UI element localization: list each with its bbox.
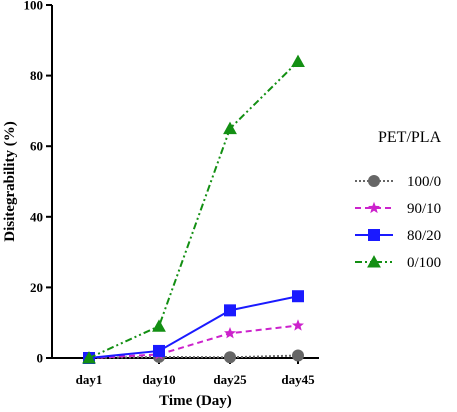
x-axis-title: Time (Day) xyxy=(159,393,232,409)
y-tick-label: 80 xyxy=(30,68,43,83)
data-point xyxy=(292,319,304,331)
series-100-0 xyxy=(83,349,304,364)
data-point xyxy=(223,121,237,135)
x-tick-label: day25 xyxy=(213,372,247,387)
legend-label: 80/20 xyxy=(407,228,441,244)
x-tick-label: day10 xyxy=(142,372,175,387)
data-point xyxy=(224,326,236,339)
data-point xyxy=(291,54,305,67)
data-point xyxy=(292,349,304,362)
legend-item: 100/0 xyxy=(355,174,441,190)
legend-marker xyxy=(368,201,380,214)
x-tick-label: day1 xyxy=(76,372,103,387)
data-point xyxy=(152,319,166,332)
series-line xyxy=(88,60,299,359)
legend-label: 90/10 xyxy=(407,201,441,217)
legend-marker xyxy=(368,175,380,187)
legend-item: 0/100 xyxy=(355,255,441,271)
legend: PET/PLA 100/0 90/10 80/20 0/100 xyxy=(355,129,442,271)
series-line xyxy=(88,324,299,359)
y-tick-label: 100 xyxy=(24,0,44,13)
y-tick-label: 40 xyxy=(30,209,43,224)
legend-marker xyxy=(368,229,380,241)
data-point xyxy=(224,304,236,317)
data-point xyxy=(153,344,165,357)
y-tick-label: 60 xyxy=(30,139,43,154)
axes: 0 20 40 60 80 100 day1 day10 day25 day45 xyxy=(24,0,319,387)
y-tick-label: 0 xyxy=(37,351,44,366)
series-80-20 xyxy=(83,290,304,364)
legend-label: 100/0 xyxy=(407,174,441,190)
data-point xyxy=(292,290,304,303)
y-tick-label: 20 xyxy=(30,280,43,295)
y-axis-title: Disitegrability (%) xyxy=(2,121,18,241)
legend-title: PET/PLA xyxy=(378,129,442,146)
series-0-100 xyxy=(82,54,305,364)
series-line xyxy=(88,354,299,359)
data-point xyxy=(224,351,236,364)
legend-item: 80/20 xyxy=(355,228,441,244)
series-line xyxy=(88,295,299,359)
legend-label: 0/100 xyxy=(407,255,441,271)
legend-marker xyxy=(367,255,381,268)
x-tick-label: day45 xyxy=(281,372,315,387)
legend-item: 90/10 xyxy=(355,201,441,217)
series-layer xyxy=(82,54,305,364)
data-point xyxy=(82,351,96,364)
